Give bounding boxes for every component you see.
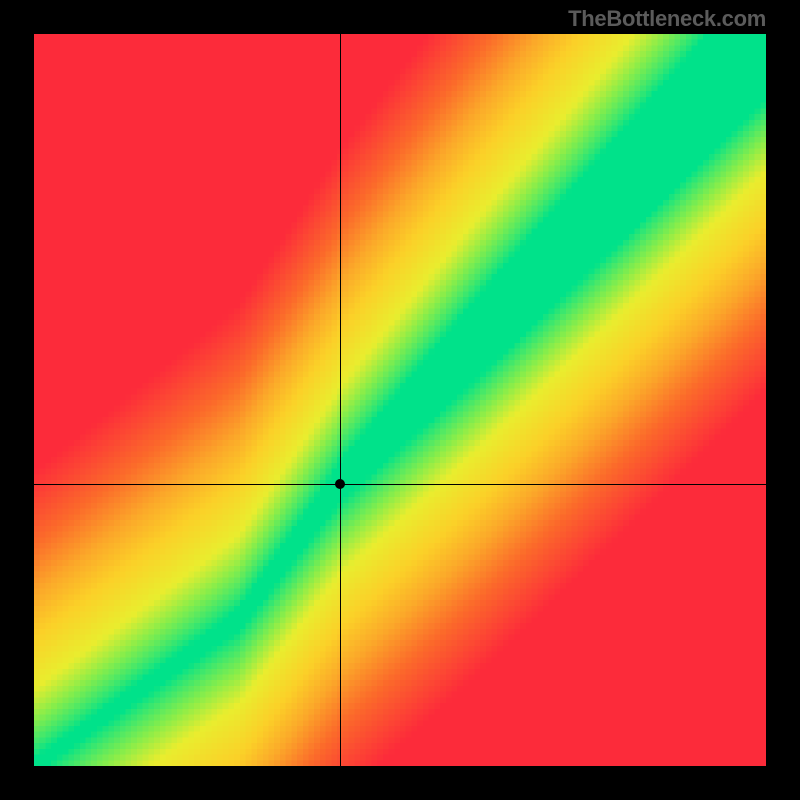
crosshair-vertical: [340, 34, 341, 766]
bottleneck-heatmap: [34, 34, 766, 766]
plot-area: [34, 34, 766, 766]
watermark-text: TheBottleneck.com: [568, 6, 766, 32]
outer-frame: TheBottleneck.com: [0, 0, 800, 800]
crosshair-horizontal: [34, 484, 766, 485]
crosshair-marker: [335, 479, 345, 489]
